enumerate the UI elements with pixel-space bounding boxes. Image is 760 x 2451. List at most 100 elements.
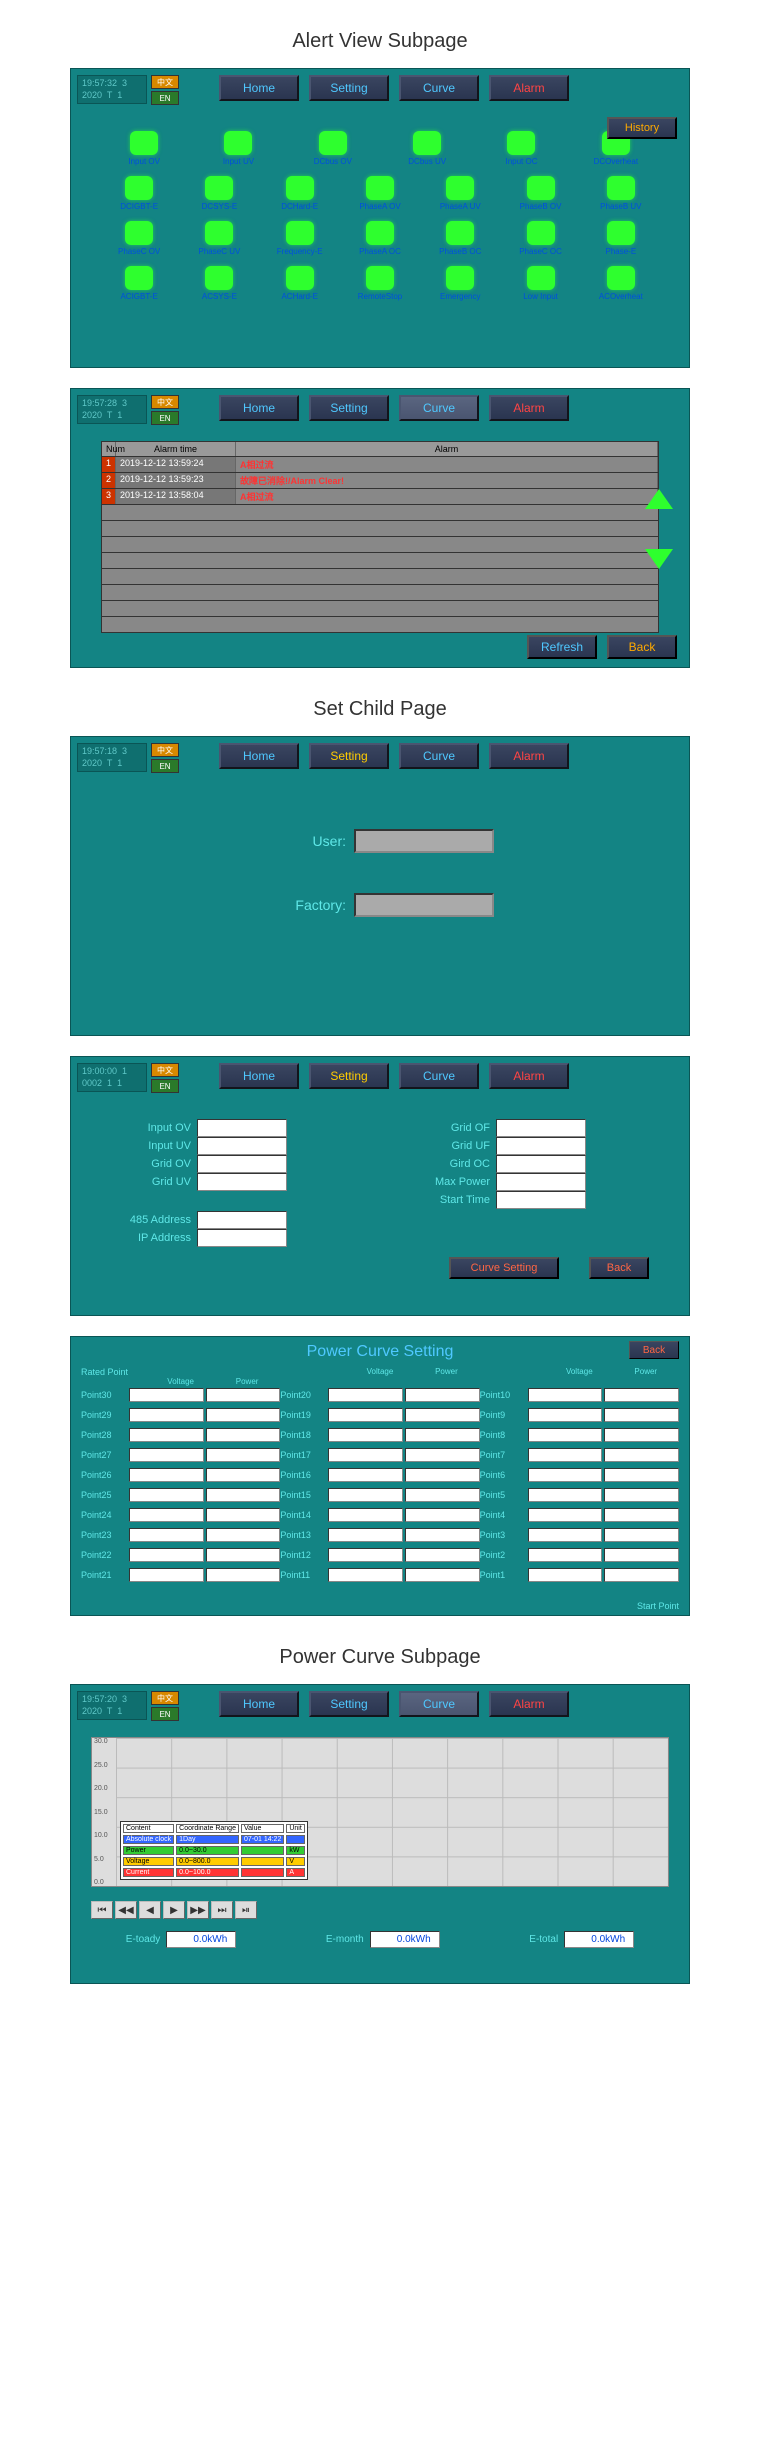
power-input[interactable] (405, 1408, 480, 1422)
lang-en-button[interactable]: EN (151, 759, 179, 773)
voltage-input[interactable] (328, 1408, 403, 1422)
nav-alarm-button[interactable]: Alarm (489, 743, 569, 769)
nav-curve-button[interactable]: Curve (399, 1691, 479, 1717)
voltage-input[interactable] (328, 1488, 403, 1502)
voltage-input[interactable] (328, 1388, 403, 1402)
nav-home-button[interactable]: Home (219, 743, 299, 769)
nav-home-button[interactable]: Home (219, 395, 299, 421)
lang-en-button[interactable]: EN (151, 1707, 179, 1721)
voltage-input[interactable] (129, 1568, 204, 1582)
setting-input[interactable] (197, 1173, 287, 1191)
playback-button[interactable]: ▶ (163, 1901, 185, 1919)
voltage-input[interactable] (129, 1388, 204, 1402)
nav-alarm-button[interactable]: Alarm (489, 75, 569, 101)
nav-curve-button[interactable]: Curve (399, 395, 479, 421)
voltage-input[interactable] (528, 1488, 603, 1502)
power-input[interactable] (405, 1428, 480, 1442)
voltage-input[interactable] (528, 1548, 603, 1562)
power-input[interactable] (206, 1528, 281, 1542)
nav-home-button[interactable]: Home (219, 75, 299, 101)
power-input[interactable] (405, 1448, 480, 1462)
setting-input[interactable] (496, 1119, 586, 1137)
power-input[interactable] (206, 1568, 281, 1582)
voltage-input[interactable] (528, 1528, 603, 1542)
power-input[interactable] (604, 1528, 679, 1542)
voltage-input[interactable] (328, 1568, 403, 1582)
power-input[interactable] (206, 1468, 281, 1482)
nav-home-button[interactable]: Home (219, 1691, 299, 1717)
curve-setting-button[interactable]: Curve Setting (449, 1257, 559, 1279)
setting-input[interactable] (197, 1119, 287, 1137)
power-input[interactable] (206, 1488, 281, 1502)
factory-input[interactable] (354, 893, 494, 917)
nav-alarm-button[interactable]: Alarm (489, 1691, 569, 1717)
voltage-input[interactable] (528, 1408, 603, 1422)
alarm-row[interactable]: 22019-12-12 13:59:23故障已消除!/Alarm Clear! (101, 473, 659, 489)
power-input[interactable] (405, 1508, 480, 1522)
power-input[interactable] (604, 1448, 679, 1462)
refresh-button[interactable]: Refresh (527, 635, 597, 659)
nav-setting-button[interactable]: Setting (309, 743, 389, 769)
power-input[interactable] (206, 1388, 281, 1402)
back-button[interactable]: Back (589, 1257, 649, 1279)
history-button[interactable]: History (607, 117, 677, 139)
nav-setting-button[interactable]: Setting (309, 1691, 389, 1717)
power-input[interactable] (206, 1508, 281, 1522)
setting-input[interactable] (197, 1211, 287, 1229)
playback-button[interactable]: ◀◀ (115, 1901, 137, 1919)
alarm-row[interactable]: 32019-12-12 13:58:04A相过流 (101, 489, 659, 505)
lang-cn-button[interactable]: 中文 (151, 395, 179, 409)
power-input[interactable] (206, 1548, 281, 1562)
voltage-input[interactable] (129, 1528, 204, 1542)
power-input[interactable] (604, 1468, 679, 1482)
power-input[interactable] (405, 1548, 480, 1562)
power-input[interactable] (604, 1568, 679, 1582)
nav-setting-button[interactable]: Setting (309, 395, 389, 421)
power-input[interactable] (604, 1428, 679, 1442)
voltage-input[interactable] (129, 1468, 204, 1482)
voltage-input[interactable] (129, 1448, 204, 1462)
nav-alarm-button[interactable]: Alarm (489, 1063, 569, 1089)
power-input[interactable] (405, 1488, 480, 1502)
power-input[interactable] (604, 1488, 679, 1502)
back-button[interactable]: Back (607, 635, 677, 659)
voltage-input[interactable] (328, 1448, 403, 1462)
playback-button[interactable]: ◀ (139, 1901, 161, 1919)
power-input[interactable] (405, 1528, 480, 1542)
setting-input[interactable] (496, 1137, 586, 1155)
nav-setting-button[interactable]: Setting (309, 75, 389, 101)
voltage-input[interactable] (328, 1528, 403, 1542)
voltage-input[interactable] (528, 1428, 603, 1442)
voltage-input[interactable] (129, 1408, 204, 1422)
power-input[interactable] (604, 1408, 679, 1422)
lang-cn-button[interactable]: 中文 (151, 1063, 179, 1077)
setting-input[interactable] (496, 1173, 586, 1191)
voltage-input[interactable] (328, 1468, 403, 1482)
voltage-input[interactable] (129, 1508, 204, 1522)
user-input[interactable] (354, 829, 494, 853)
lang-en-button[interactable]: EN (151, 91, 179, 105)
playback-button[interactable]: ⏭ (211, 1901, 233, 1919)
nav-home-button[interactable]: Home (219, 1063, 299, 1089)
power-input[interactable] (206, 1428, 281, 1442)
lang-cn-button[interactable]: 中文 (151, 743, 179, 757)
nav-curve-button[interactable]: Curve (399, 743, 479, 769)
setting-input[interactable] (197, 1137, 287, 1155)
power-input[interactable] (405, 1568, 480, 1582)
nav-alarm-button[interactable]: Alarm (489, 395, 569, 421)
playback-button[interactable]: ⏮ (91, 1901, 113, 1919)
nav-curve-button[interactable]: Curve (399, 75, 479, 101)
scroll-up-button[interactable] (645, 489, 673, 509)
voltage-input[interactable] (129, 1488, 204, 1502)
voltage-input[interactable] (528, 1448, 603, 1462)
power-input[interactable] (405, 1388, 480, 1402)
voltage-input[interactable] (528, 1508, 603, 1522)
voltage-input[interactable] (528, 1568, 603, 1582)
playback-button[interactable]: ▶▶ (187, 1901, 209, 1919)
setting-input[interactable] (197, 1229, 287, 1247)
voltage-input[interactable] (528, 1388, 603, 1402)
voltage-input[interactable] (129, 1428, 204, 1442)
voltage-input[interactable] (328, 1508, 403, 1522)
lang-en-button[interactable]: EN (151, 1079, 179, 1093)
setting-input[interactable] (197, 1155, 287, 1173)
